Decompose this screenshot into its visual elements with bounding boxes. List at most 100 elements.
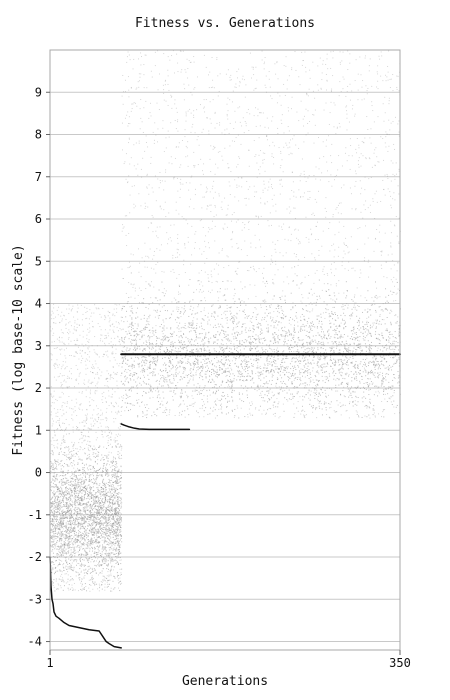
scatter-point — [118, 397, 120, 399]
scatter-point — [104, 583, 106, 585]
scatter-point — [290, 292, 292, 294]
scatter-point — [216, 374, 218, 376]
scatter-point — [67, 578, 69, 580]
scatter-point — [113, 417, 115, 419]
scatter-point — [204, 360, 206, 362]
scatter-point — [102, 489, 104, 491]
scatter-point — [278, 305, 280, 307]
scatter-point — [79, 523, 81, 525]
scatter-point — [52, 492, 54, 494]
scatter-point — [100, 535, 102, 537]
scatter-point — [62, 509, 64, 511]
scatter-point — [52, 496, 54, 498]
scatter-point — [72, 527, 74, 529]
scatter-point — [120, 552, 122, 554]
scatter-point — [74, 499, 76, 501]
scatter-point — [340, 344, 342, 346]
scatter-point — [98, 378, 100, 380]
scatter-point — [188, 361, 190, 363]
scatter-point — [67, 587, 69, 589]
scatter-point — [95, 552, 97, 554]
scatter-point — [94, 390, 96, 392]
scatter-point — [65, 318, 67, 320]
scatter-point — [176, 355, 178, 357]
scatter-point — [120, 535, 122, 537]
scatter-point — [106, 581, 108, 583]
scatter-point — [89, 491, 91, 493]
scatter-point — [312, 387, 314, 389]
scatter-point — [77, 523, 79, 525]
scatter-point — [105, 527, 107, 529]
scatter-point — [73, 527, 75, 529]
scatter-point — [63, 530, 65, 532]
scatter-point — [105, 527, 107, 529]
scatter-point — [107, 553, 109, 555]
scatter-point — [91, 577, 93, 579]
scatter-point — [93, 425, 95, 427]
scatter-point — [82, 437, 84, 439]
scatter-point — [149, 364, 151, 366]
scatter-point — [52, 475, 54, 477]
scatter-point — [50, 537, 52, 539]
scatter-point — [118, 587, 120, 589]
scatter-point — [78, 456, 80, 458]
scatter-point — [121, 336, 123, 338]
scatter-point — [367, 365, 369, 367]
scatter-point — [196, 358, 198, 360]
scatter-point — [103, 353, 105, 355]
scatter-point — [98, 522, 100, 524]
scatter-point — [54, 525, 56, 527]
scatter-point — [76, 541, 78, 543]
scatter-point — [73, 459, 75, 461]
scatter-point — [88, 331, 90, 333]
scatter-point — [83, 537, 85, 539]
scatter-point — [104, 498, 106, 500]
scatter-point — [120, 552, 122, 554]
scatter-point — [83, 482, 85, 484]
scatter-point — [55, 484, 57, 486]
scatter-point — [59, 519, 61, 521]
scatter-point — [150, 343, 152, 345]
scatter-point — [64, 504, 66, 506]
scatter-point — [65, 512, 67, 514]
scatter-point — [85, 553, 87, 555]
scatter-point — [101, 561, 103, 563]
scatter-point — [77, 517, 79, 519]
scatter-point — [120, 466, 122, 468]
scatter-point — [71, 534, 73, 536]
scatter-point — [76, 501, 78, 503]
scatter-point — [75, 564, 77, 566]
scatter-point — [316, 295, 318, 297]
scatter-point — [260, 385, 262, 387]
scatter-point — [228, 355, 230, 357]
scatter-point — [78, 492, 80, 494]
scatter-point — [89, 516, 91, 518]
scatter-point — [156, 311, 158, 313]
scatter-point — [109, 535, 111, 537]
scatter-point — [77, 534, 79, 536]
scatter-point — [90, 471, 92, 473]
scatter-point — [69, 503, 71, 505]
scatter-point — [98, 565, 100, 567]
scatter-point — [94, 377, 96, 379]
scatter-point — [78, 344, 80, 346]
scatter-point — [76, 352, 78, 354]
scatter-point — [54, 435, 56, 437]
scatter-point — [64, 552, 66, 554]
scatter-point — [97, 536, 99, 538]
scatter-point — [56, 474, 58, 476]
scatter-point — [62, 548, 64, 550]
scatter-point — [90, 540, 92, 542]
scatter-point — [302, 309, 304, 311]
scatter-point — [326, 376, 328, 378]
scatter-point — [61, 484, 63, 486]
scatter-point — [60, 536, 62, 538]
scatter-point — [159, 346, 161, 348]
scatter-point — [64, 506, 66, 508]
scatter-point — [135, 338, 137, 340]
scatter-point — [84, 491, 86, 493]
scatter-point — [54, 447, 56, 449]
scatter-point — [68, 492, 70, 494]
scatter-point — [56, 541, 58, 543]
scatter-point — [55, 478, 57, 480]
